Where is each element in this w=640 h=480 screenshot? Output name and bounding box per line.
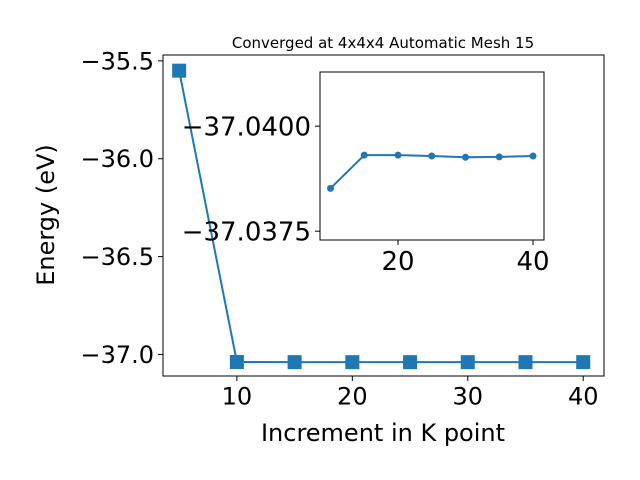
y-tick-label: −35.5 <box>80 47 154 75</box>
y-tick-label: −37.0375 <box>182 217 311 247</box>
data-point <box>460 355 475 370</box>
x-tick-label: 10 <box>222 382 253 410</box>
chart-title: Converged at 4x4x4 Automatic Mesh 15 <box>232 34 534 52</box>
x-tick-label: 40 <box>568 382 599 410</box>
data-point <box>428 152 436 160</box>
data-point <box>172 63 187 78</box>
data-point <box>518 355 533 370</box>
x-tick-label: 30 <box>453 382 484 410</box>
data-point <box>495 153 503 161</box>
x-tick-label: 40 <box>516 247 549 277</box>
x-axis-label: Increment in K point <box>261 419 505 447</box>
data-point <box>345 355 360 370</box>
data-point <box>462 153 470 161</box>
y-tick-label: −36.0 <box>80 145 154 173</box>
data-point <box>394 151 402 159</box>
y-tick-label: −37.0 <box>80 341 154 369</box>
data-point <box>287 355 302 370</box>
data-point <box>360 151 368 159</box>
data-line <box>178 70 584 364</box>
data-point <box>229 355 244 370</box>
x-tick-label: 20 <box>381 247 414 277</box>
data-point <box>529 152 537 160</box>
data-point <box>403 355 418 370</box>
y-axis-label: Energy (eV) <box>32 144 60 286</box>
data-point <box>327 184 335 192</box>
y-tick-label: −36.5 <box>80 243 154 271</box>
data-point <box>576 355 591 370</box>
x-tick-label: 20 <box>337 382 368 410</box>
y-tick-label: −37.0400 <box>182 112 311 142</box>
